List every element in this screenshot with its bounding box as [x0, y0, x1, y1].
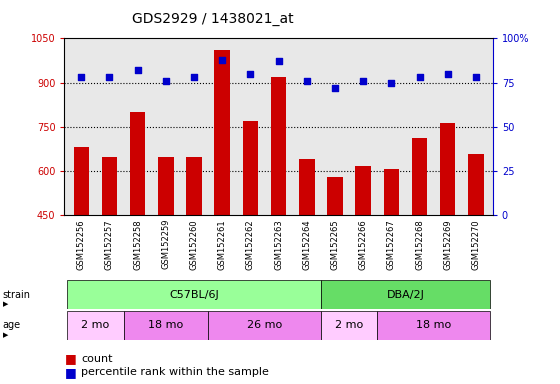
Point [358, 78, 367, 84]
Text: GSM152268: GSM152268 [415, 219, 424, 270]
Text: 2 mo: 2 mo [335, 320, 363, 331]
Text: age: age [3, 320, 21, 331]
Text: 18 mo: 18 mo [416, 320, 451, 331]
Text: GSM152256: GSM152256 [77, 219, 86, 270]
Point [77, 74, 86, 80]
Bar [124, 311, 208, 340]
Bar [440, 123, 455, 215]
Text: GSM152264: GSM152264 [302, 219, 311, 270]
Text: 2 mo: 2 mo [81, 320, 110, 331]
Point [161, 78, 170, 84]
Point [415, 74, 424, 80]
Point [190, 74, 199, 80]
Bar [356, 166, 371, 215]
Text: C57BL/6J: C57BL/6J [169, 290, 219, 300]
Text: GDS2929 / 1438021_at: GDS2929 / 1438021_at [132, 12, 293, 26]
Bar [377, 311, 490, 340]
Bar [67, 280, 321, 309]
Bar [158, 157, 174, 215]
Text: GSM152267: GSM152267 [387, 219, 396, 270]
Bar [468, 154, 484, 215]
Text: 26 mo: 26 mo [247, 320, 282, 331]
Bar [242, 121, 258, 215]
Point [443, 71, 452, 77]
Bar [321, 311, 377, 340]
Bar [271, 77, 286, 215]
Bar [73, 147, 89, 215]
Text: count: count [81, 354, 113, 364]
Bar [214, 50, 230, 215]
Text: GSM152260: GSM152260 [189, 219, 199, 270]
Point [274, 58, 283, 65]
Text: 18 mo: 18 mo [148, 320, 184, 331]
Point [218, 56, 227, 63]
Text: ■: ■ [64, 366, 76, 379]
Point [302, 78, 311, 84]
Text: GSM152269: GSM152269 [443, 219, 452, 270]
Text: DBA/2J: DBA/2J [386, 290, 424, 300]
Point [246, 71, 255, 77]
Text: GSM152265: GSM152265 [330, 219, 339, 270]
Point [133, 67, 142, 73]
Bar [384, 169, 399, 215]
Text: GSM152257: GSM152257 [105, 219, 114, 270]
Text: GSM152258: GSM152258 [133, 219, 142, 270]
Bar [67, 311, 124, 340]
Text: ▶: ▶ [3, 332, 8, 338]
Bar [412, 139, 427, 215]
Text: strain: strain [3, 290, 31, 300]
Bar [299, 159, 315, 215]
Text: ■: ■ [64, 353, 76, 366]
Point [472, 74, 480, 80]
Bar [208, 311, 321, 340]
Text: GSM152270: GSM152270 [472, 219, 480, 270]
Bar [186, 157, 202, 215]
Bar [321, 280, 490, 309]
Text: GSM152263: GSM152263 [274, 219, 283, 270]
Text: percentile rank within the sample: percentile rank within the sample [81, 367, 269, 377]
Bar [327, 177, 343, 215]
Text: GSM152266: GSM152266 [358, 219, 368, 270]
Text: GSM152262: GSM152262 [246, 219, 255, 270]
Point [330, 85, 339, 91]
Text: GSM152259: GSM152259 [161, 219, 170, 270]
Bar [130, 112, 146, 215]
Text: ▶: ▶ [3, 301, 8, 307]
Point [105, 74, 114, 80]
Point [387, 79, 396, 86]
Bar [102, 157, 117, 215]
Text: GSM152261: GSM152261 [218, 219, 227, 270]
